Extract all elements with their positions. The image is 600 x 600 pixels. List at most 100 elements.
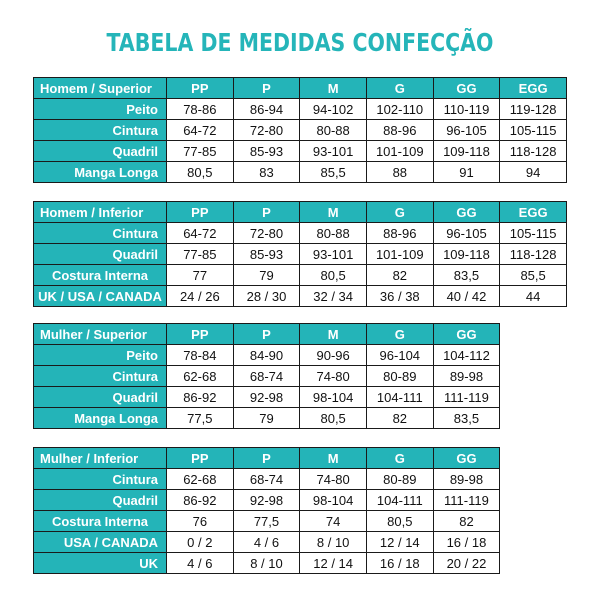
measurement-label: Peito [33,98,167,120]
measurement-value: 96-104 [365,344,434,366]
table-row: Peito 78-86 86-94 94-102 102-110 110-119 119-1… [33,98,567,120]
measurement-value: 90-96 [299,344,367,366]
measurement-value: 93-101 [299,243,367,265]
size-table-men-top: Homem / Superior PP P M G GG EGG Peito 78-86 86-9… [33,77,567,183]
measurement-value: 74-80 [299,468,367,490]
measurement-value: 80,5 [299,264,367,286]
measurement-value: 80,5 [299,407,367,429]
measurement-value: 82 [365,264,434,286]
size-header-cell: G [365,77,434,99]
measurement-value: 88-96 [365,222,434,244]
table-section-title: Homem / Inferior [33,201,167,223]
measurement-value: 89-98 [432,468,501,490]
measurement-value: 92-98 [232,386,301,408]
measurement-value: 76 [166,510,234,532]
measurement-value: 80,5 [365,510,434,532]
measurement-value: 36 / 38 [365,285,434,307]
table-header-row: Mulher / Inferior PP P M G GG [33,447,501,469]
measurement-value: 72-80 [232,222,301,244]
table-section-title: Mulher / Inferior [33,447,167,469]
size-header-cell: G [365,323,434,345]
measurement-value: 94 [499,161,567,183]
measurement-label: Costura Interna [33,264,167,286]
size-header-cell: P [232,77,301,99]
size-header-cell: EGG [499,201,567,223]
measurement-value: 79 [232,407,301,429]
measurement-value: 8 / 10 [232,552,301,574]
table-row: Cintura 62-68 68-74 74-80 80-89 89-98 [33,365,501,387]
measurement-value: 20 / 22 [432,552,501,574]
measurement-value: 102-110 [365,98,434,120]
measurement-value: 85,5 [299,161,367,183]
measurement-label: Manga Longa [33,161,167,183]
measurement-value: 32 / 34 [299,285,367,307]
measurement-value: 62-68 [166,468,234,490]
measurement-value: 80,5 [166,161,234,183]
size-header-cell: G [365,201,434,223]
measurement-label: USA / CANADA [33,531,167,553]
size-header-cell: GG [432,323,501,345]
table-section-title: Homem / Superior [33,77,167,99]
measurement-value: 85-93 [232,140,301,162]
measurement-value: 111-119 [432,386,501,408]
measurement-value: 78-84 [166,344,234,366]
measurement-value: 96-105 [432,222,501,244]
measurement-value: 111-119 [432,489,501,511]
measurement-value: 77,5 [232,510,301,532]
measurement-value: 86-92 [166,386,234,408]
measurement-value: 64-72 [166,119,234,141]
size-header-cell: PP [166,323,234,345]
measurement-label: Cintura [33,222,167,244]
measurement-value: 64-72 [166,222,234,244]
page-title: TABELA DE MEDIDAS CONFECÇÃO [106,28,494,57]
size-header-cell: PP [166,77,234,99]
measurement-value: 80-89 [365,365,434,387]
size-header-cell: PP [166,447,234,469]
measurement-value: 12 / 14 [299,552,367,574]
measurement-value: 91 [432,161,501,183]
measurement-value: 110-119 [432,98,501,120]
size-header-cell: P [232,447,301,469]
table-row: Costura Interna 76 77,5 74 80,5 82 [33,510,501,532]
measurement-value: 72-80 [232,119,301,141]
measurement-label: Quadril [33,243,167,265]
measurement-label: Quadril [33,489,167,511]
measurement-value: 104-111 [365,489,434,511]
size-table-men-bottom: Homem / Inferior PP P M G GG EGG Cintura 64-72 72… [33,201,567,307]
measurement-value: 92-98 [232,489,301,511]
measurement-value: 104-111 [365,386,434,408]
size-header-cell: G [365,447,434,469]
measurement-value: 85,5 [499,264,567,286]
measurement-value: 80-88 [299,119,367,141]
size-header-cell: P [232,323,301,345]
measurement-value: 98-104 [299,386,367,408]
measurement-value: 16 / 18 [432,531,501,553]
measurement-value: 8 / 10 [299,531,367,553]
measurement-value: 62-68 [166,365,234,387]
measurement-value: 88 [365,161,434,183]
measurement-value: 68-74 [232,468,301,490]
measurement-value: 82 [365,407,434,429]
table-row: UK / USA / CANADA 24 / 26 28 / 30 32 / 34 36… [33,285,567,307]
table-row: Costura Interna 77 79 80,5 82 83,5 85,5 [33,264,567,286]
table-row: Quadril 86-92 92-98 98-104 104-111 111-119 [33,386,501,408]
table-row: Cintura 64-72 72-80 80-88 88-96 96-105 105-115 [33,222,567,244]
measurement-label: Peito [33,344,167,366]
measurement-value: 4 / 6 [166,552,234,574]
measurement-value: 80-89 [365,468,434,490]
measurement-label: Manga Longa [33,407,167,429]
table-row: Manga Longa 77,5 79 80,5 82 83,5 [33,407,501,429]
size-header-cell: GG [432,77,501,99]
measurement-value: 78-86 [166,98,234,120]
measurement-label: UK / USA / CANADA [33,285,167,307]
size-header-cell: M [299,77,367,99]
measurement-value: 83 [232,161,301,183]
measurement-value: 85-93 [232,243,301,265]
measurement-value: 28 / 30 [232,285,301,307]
measurement-value: 101-109 [365,140,434,162]
table-header-row: Mulher / Superior PP P M G GG [33,323,501,345]
measurement-value: 88-96 [365,119,434,141]
size-header-cell: M [299,323,367,345]
measurement-value: 24 / 26 [166,285,234,307]
